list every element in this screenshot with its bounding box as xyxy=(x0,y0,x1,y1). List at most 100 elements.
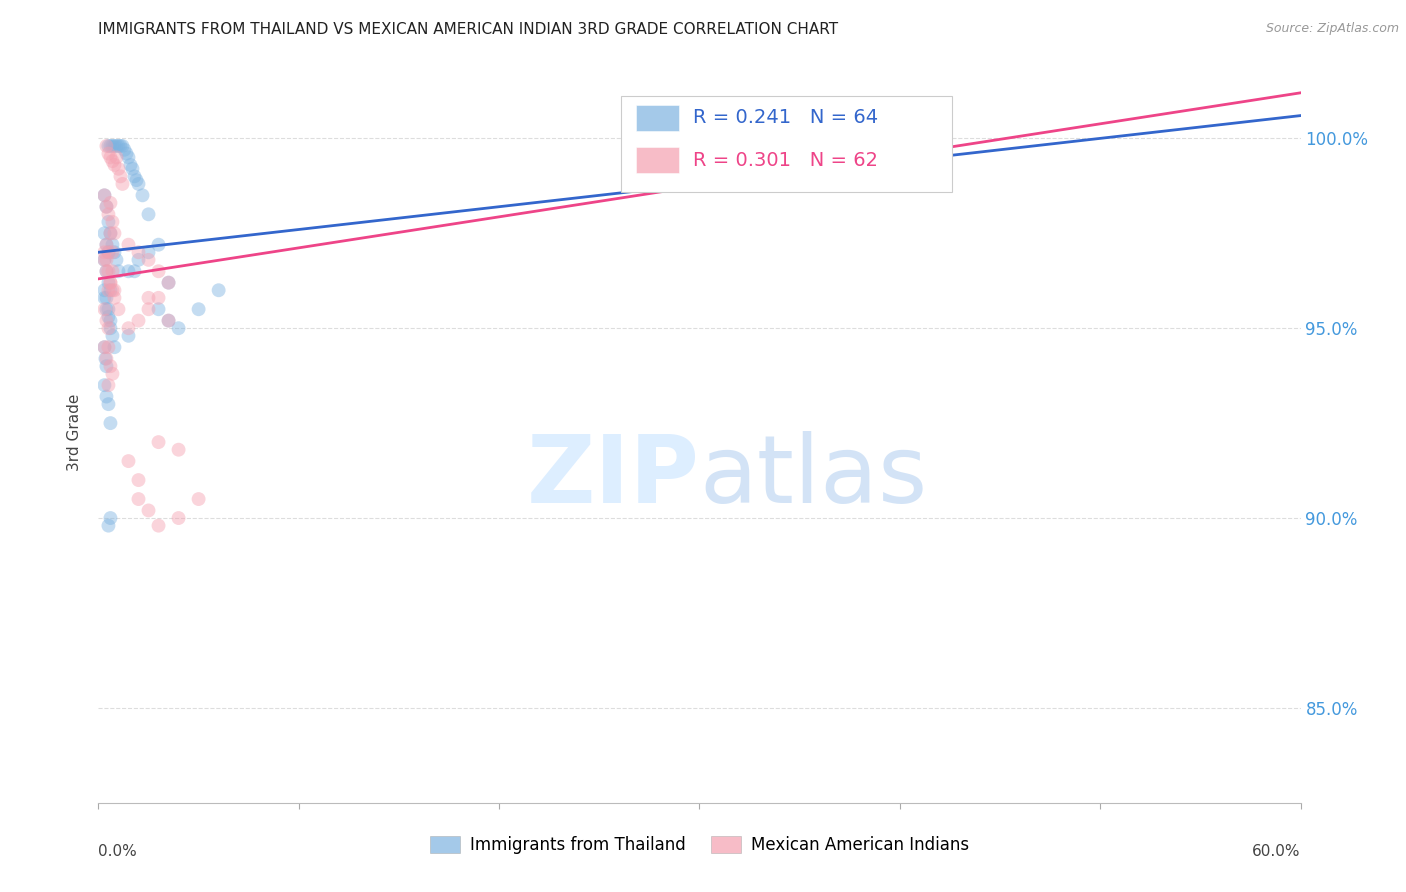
Point xyxy=(105,252,128,267)
Point xyxy=(97,245,120,260)
Point xyxy=(96,359,118,374)
Point xyxy=(100,511,122,525)
Point xyxy=(93,188,115,202)
Point xyxy=(93,291,115,305)
Point xyxy=(101,215,124,229)
FancyBboxPatch shape xyxy=(636,104,679,131)
Point xyxy=(100,227,122,241)
Point xyxy=(120,158,142,172)
Point xyxy=(94,351,117,366)
Point xyxy=(97,276,120,290)
Point xyxy=(125,173,148,187)
Point xyxy=(93,340,115,354)
Y-axis label: 3rd Grade: 3rd Grade xyxy=(67,394,83,471)
Point xyxy=(97,245,120,260)
Point xyxy=(100,313,122,327)
Point xyxy=(96,139,118,153)
Point xyxy=(128,473,150,487)
Point xyxy=(96,264,118,278)
Point xyxy=(101,237,124,252)
Point xyxy=(107,139,129,153)
Point xyxy=(97,321,120,335)
Point xyxy=(128,177,150,191)
Point xyxy=(97,340,120,354)
Point xyxy=(96,291,118,305)
Point xyxy=(101,328,124,343)
Text: R = 0.301   N = 62: R = 0.301 N = 62 xyxy=(693,151,879,169)
Point xyxy=(93,302,115,317)
Text: Source: ZipAtlas.com: Source: ZipAtlas.com xyxy=(1265,22,1399,36)
Point xyxy=(138,291,160,305)
Point xyxy=(157,276,180,290)
Point xyxy=(93,252,115,267)
Text: ZIP: ZIP xyxy=(527,431,700,523)
Point xyxy=(138,207,160,221)
Point xyxy=(131,188,153,202)
Point xyxy=(97,378,120,392)
Point xyxy=(138,245,160,260)
Point xyxy=(97,518,120,533)
Point xyxy=(96,302,118,317)
Point xyxy=(100,321,122,335)
Point xyxy=(96,252,118,267)
Point xyxy=(100,416,122,430)
Point xyxy=(100,276,122,290)
Point xyxy=(124,264,146,278)
Point xyxy=(117,454,139,468)
Point xyxy=(167,511,190,525)
Point xyxy=(96,351,118,366)
Point xyxy=(138,302,160,317)
Text: IMMIGRANTS FROM THAILAND VS MEXICAN AMERICAN INDIAN 3RD GRADE CORRELATION CHART: IMMIGRANTS FROM THAILAND VS MEXICAN AMER… xyxy=(98,22,838,37)
Point xyxy=(117,321,139,335)
Point xyxy=(107,161,129,176)
Point xyxy=(117,150,139,164)
Point xyxy=(96,390,118,404)
Text: R = 0.241   N = 64: R = 0.241 N = 64 xyxy=(693,109,879,128)
Point xyxy=(157,313,180,327)
Point xyxy=(128,245,150,260)
Point xyxy=(114,143,136,157)
Point xyxy=(105,139,128,153)
Point xyxy=(101,139,124,153)
Point xyxy=(103,227,125,241)
Point xyxy=(100,283,122,297)
Point xyxy=(100,150,122,164)
Point xyxy=(100,359,122,374)
Point xyxy=(117,237,139,252)
Point xyxy=(103,291,125,305)
Text: atlas: atlas xyxy=(700,431,928,523)
Point xyxy=(148,435,170,450)
Point xyxy=(96,200,118,214)
Point xyxy=(97,397,120,411)
Point xyxy=(93,227,115,241)
Point xyxy=(148,291,170,305)
Point xyxy=(107,302,129,317)
Point xyxy=(100,195,122,210)
Point xyxy=(100,139,122,153)
Point xyxy=(93,283,115,297)
Point xyxy=(128,491,150,506)
Point xyxy=(103,139,125,153)
Point xyxy=(101,154,124,169)
Point xyxy=(103,245,125,260)
Point xyxy=(96,200,118,214)
Point xyxy=(93,188,115,202)
Point xyxy=(111,139,134,153)
Point xyxy=(167,321,190,335)
Point xyxy=(97,215,120,229)
Point xyxy=(96,237,118,252)
Point xyxy=(93,340,115,354)
Point xyxy=(148,264,170,278)
Point xyxy=(97,146,120,161)
Point xyxy=(96,264,118,278)
Point xyxy=(117,328,139,343)
Legend: Immigrants from Thailand, Mexican American Indians: Immigrants from Thailand, Mexican Americ… xyxy=(423,830,976,861)
Point xyxy=(93,245,115,260)
Point xyxy=(101,367,124,381)
Point xyxy=(138,503,160,517)
Point xyxy=(157,313,180,327)
Point xyxy=(93,378,115,392)
Point xyxy=(97,139,120,153)
Point xyxy=(101,264,124,278)
Point xyxy=(97,264,120,278)
